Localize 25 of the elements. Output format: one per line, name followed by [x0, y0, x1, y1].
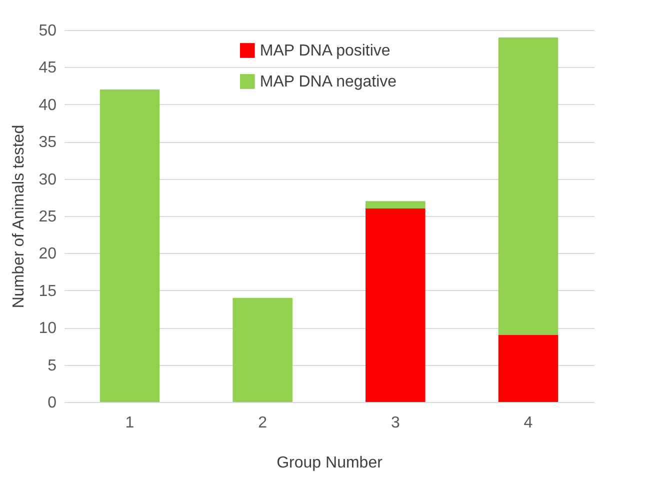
- x-tick-label: 4: [524, 414, 533, 432]
- bar: [232, 298, 292, 402]
- y-tick-label: 40: [38, 96, 57, 114]
- bar: [498, 37, 558, 336]
- x-tick-label: 3: [390, 414, 400, 432]
- x-axis-title: Group Number: [276, 454, 384, 472]
- y-tick-label: 5: [48, 357, 57, 374]
- y-axis-title: Number of Animals tested: [10, 124, 28, 308]
- legend-label: MAP DNA negative: [260, 74, 397, 90]
- legend-label: MAP DNA positive: [260, 42, 390, 60]
- y-tick-label: 35: [38, 134, 57, 152]
- y-tick-label: 0: [48, 394, 57, 412]
- y-tick-label: 30: [38, 171, 57, 188]
- y-tick-label: 20: [38, 246, 57, 263]
- y-tick-label: 15: [38, 282, 57, 300]
- bar: [100, 90, 160, 402]
- y-tick-label: 10: [38, 320, 57, 338]
- x-tick-label: 1: [125, 414, 134, 432]
- y-tick-label: 45: [38, 60, 57, 77]
- bar: [498, 335, 558, 402]
- bar: [366, 201, 426, 209]
- bar: [366, 208, 426, 402]
- y-tick-label: 25: [38, 208, 57, 226]
- y-tick-label: 50: [38, 22, 57, 40]
- x-tick-label: 2: [258, 414, 268, 432]
